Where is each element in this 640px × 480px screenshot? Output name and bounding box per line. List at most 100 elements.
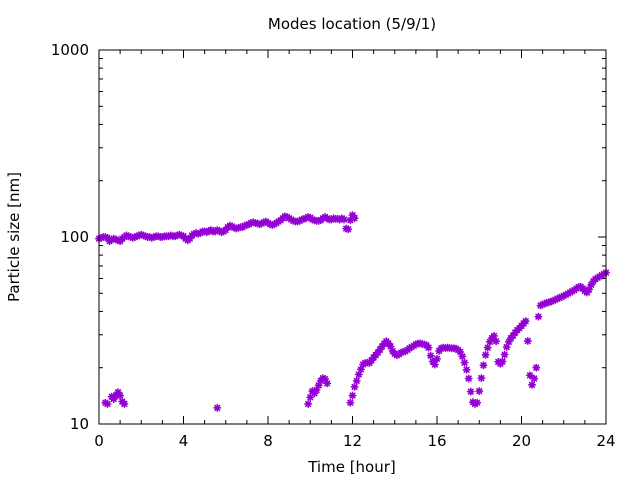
data-point bbox=[344, 225, 353, 234]
data-point bbox=[310, 389, 319, 398]
x-tick-label: 16 bbox=[427, 432, 446, 450]
data-point bbox=[430, 360, 439, 369]
chart-title: Modes location (5/9/1) bbox=[268, 15, 436, 33]
data-point bbox=[111, 391, 120, 400]
data-point bbox=[483, 343, 492, 352]
data-point bbox=[318, 374, 327, 383]
data-point bbox=[477, 374, 486, 383]
data-point bbox=[354, 370, 363, 379]
data-point bbox=[475, 387, 484, 396]
data-point bbox=[464, 374, 473, 383]
data-point bbox=[424, 343, 433, 352]
data-point bbox=[114, 388, 123, 397]
x-tick-label: 12 bbox=[343, 432, 362, 450]
data-point bbox=[348, 391, 357, 400]
data-point bbox=[164, 232, 173, 241]
data-point bbox=[107, 235, 116, 244]
x-tick-label: 20 bbox=[512, 432, 531, 450]
x-tick-label: 0 bbox=[94, 432, 104, 450]
data-point bbox=[141, 232, 150, 241]
data-point bbox=[462, 365, 471, 374]
data-point bbox=[523, 336, 532, 345]
data-point bbox=[500, 350, 509, 359]
data-point bbox=[473, 398, 482, 407]
data-point bbox=[321, 375, 330, 384]
data-point bbox=[114, 236, 123, 245]
data-point bbox=[466, 387, 475, 396]
data-point bbox=[460, 358, 469, 367]
data-point bbox=[128, 233, 137, 242]
data-point bbox=[433, 354, 441, 363]
y-axis-label: Particle size [nm] bbox=[5, 172, 23, 302]
series-1 bbox=[95, 211, 359, 246]
data-point bbox=[532, 363, 541, 372]
data-point bbox=[103, 233, 112, 242]
data-point bbox=[323, 379, 332, 388]
data-point bbox=[171, 232, 180, 241]
data-point bbox=[528, 380, 537, 389]
data-point bbox=[587, 280, 596, 289]
data-point bbox=[346, 216, 355, 225]
data-point bbox=[306, 393, 315, 402]
data-point bbox=[103, 399, 112, 408]
data-point bbox=[492, 337, 501, 346]
data-point bbox=[130, 233, 139, 241]
data-point bbox=[456, 347, 465, 356]
data-point bbox=[133, 232, 142, 241]
data-point bbox=[314, 381, 323, 390]
data-point bbox=[154, 232, 163, 241]
data-point bbox=[340, 215, 349, 224]
data-point bbox=[312, 385, 321, 394]
data-point bbox=[120, 399, 129, 408]
data-point bbox=[109, 395, 118, 404]
data-point bbox=[490, 331, 499, 340]
data-point bbox=[101, 233, 110, 241]
data-point bbox=[149, 233, 158, 241]
data-point bbox=[458, 352, 467, 361]
plot-frame bbox=[98, 49, 607, 425]
data-point bbox=[346, 398, 355, 407]
data-point bbox=[158, 233, 167, 241]
data-point bbox=[356, 365, 365, 374]
data-point bbox=[585, 285, 594, 294]
data-point bbox=[304, 399, 313, 408]
data-point bbox=[147, 233, 156, 242]
y-tick-label: 100 bbox=[60, 228, 89, 246]
x-tick-label: 24 bbox=[596, 432, 615, 450]
axis-ticks: 0 4 8 12 16 20 24 10 100 1000 bbox=[51, 41, 616, 450]
data-point bbox=[375, 345, 384, 354]
data-point bbox=[498, 357, 507, 366]
data-point bbox=[534, 312, 543, 321]
data-point bbox=[350, 214, 359, 223]
data-point bbox=[540, 299, 549, 308]
data-points bbox=[95, 211, 610, 412]
data-point bbox=[109, 234, 118, 243]
data-point bbox=[481, 350, 490, 359]
data-point bbox=[124, 232, 133, 241]
x-tick-label: 4 bbox=[179, 432, 189, 450]
data-point bbox=[97, 233, 106, 242]
data-point bbox=[185, 234, 194, 243]
data-point bbox=[555, 293, 564, 302]
series-2 bbox=[101, 268, 610, 412]
data-point bbox=[126, 233, 135, 241]
data-point bbox=[386, 342, 395, 351]
data-point bbox=[530, 374, 539, 383]
data-point bbox=[348, 211, 357, 220]
data-point bbox=[111, 235, 120, 244]
data-point bbox=[582, 288, 591, 297]
data-point bbox=[502, 343, 511, 352]
data-point bbox=[521, 317, 530, 326]
data-point bbox=[350, 382, 359, 391]
y-tick-label: 10 bbox=[70, 415, 89, 433]
y-tick-label: 1000 bbox=[51, 41, 89, 59]
data-point bbox=[213, 403, 222, 412]
data-point bbox=[525, 371, 534, 380]
data-point bbox=[553, 294, 562, 303]
data-point bbox=[116, 391, 125, 400]
data-point bbox=[426, 351, 435, 360]
x-tick-label: 8 bbox=[263, 432, 273, 450]
data-point bbox=[479, 361, 488, 370]
data-point bbox=[352, 376, 361, 385]
